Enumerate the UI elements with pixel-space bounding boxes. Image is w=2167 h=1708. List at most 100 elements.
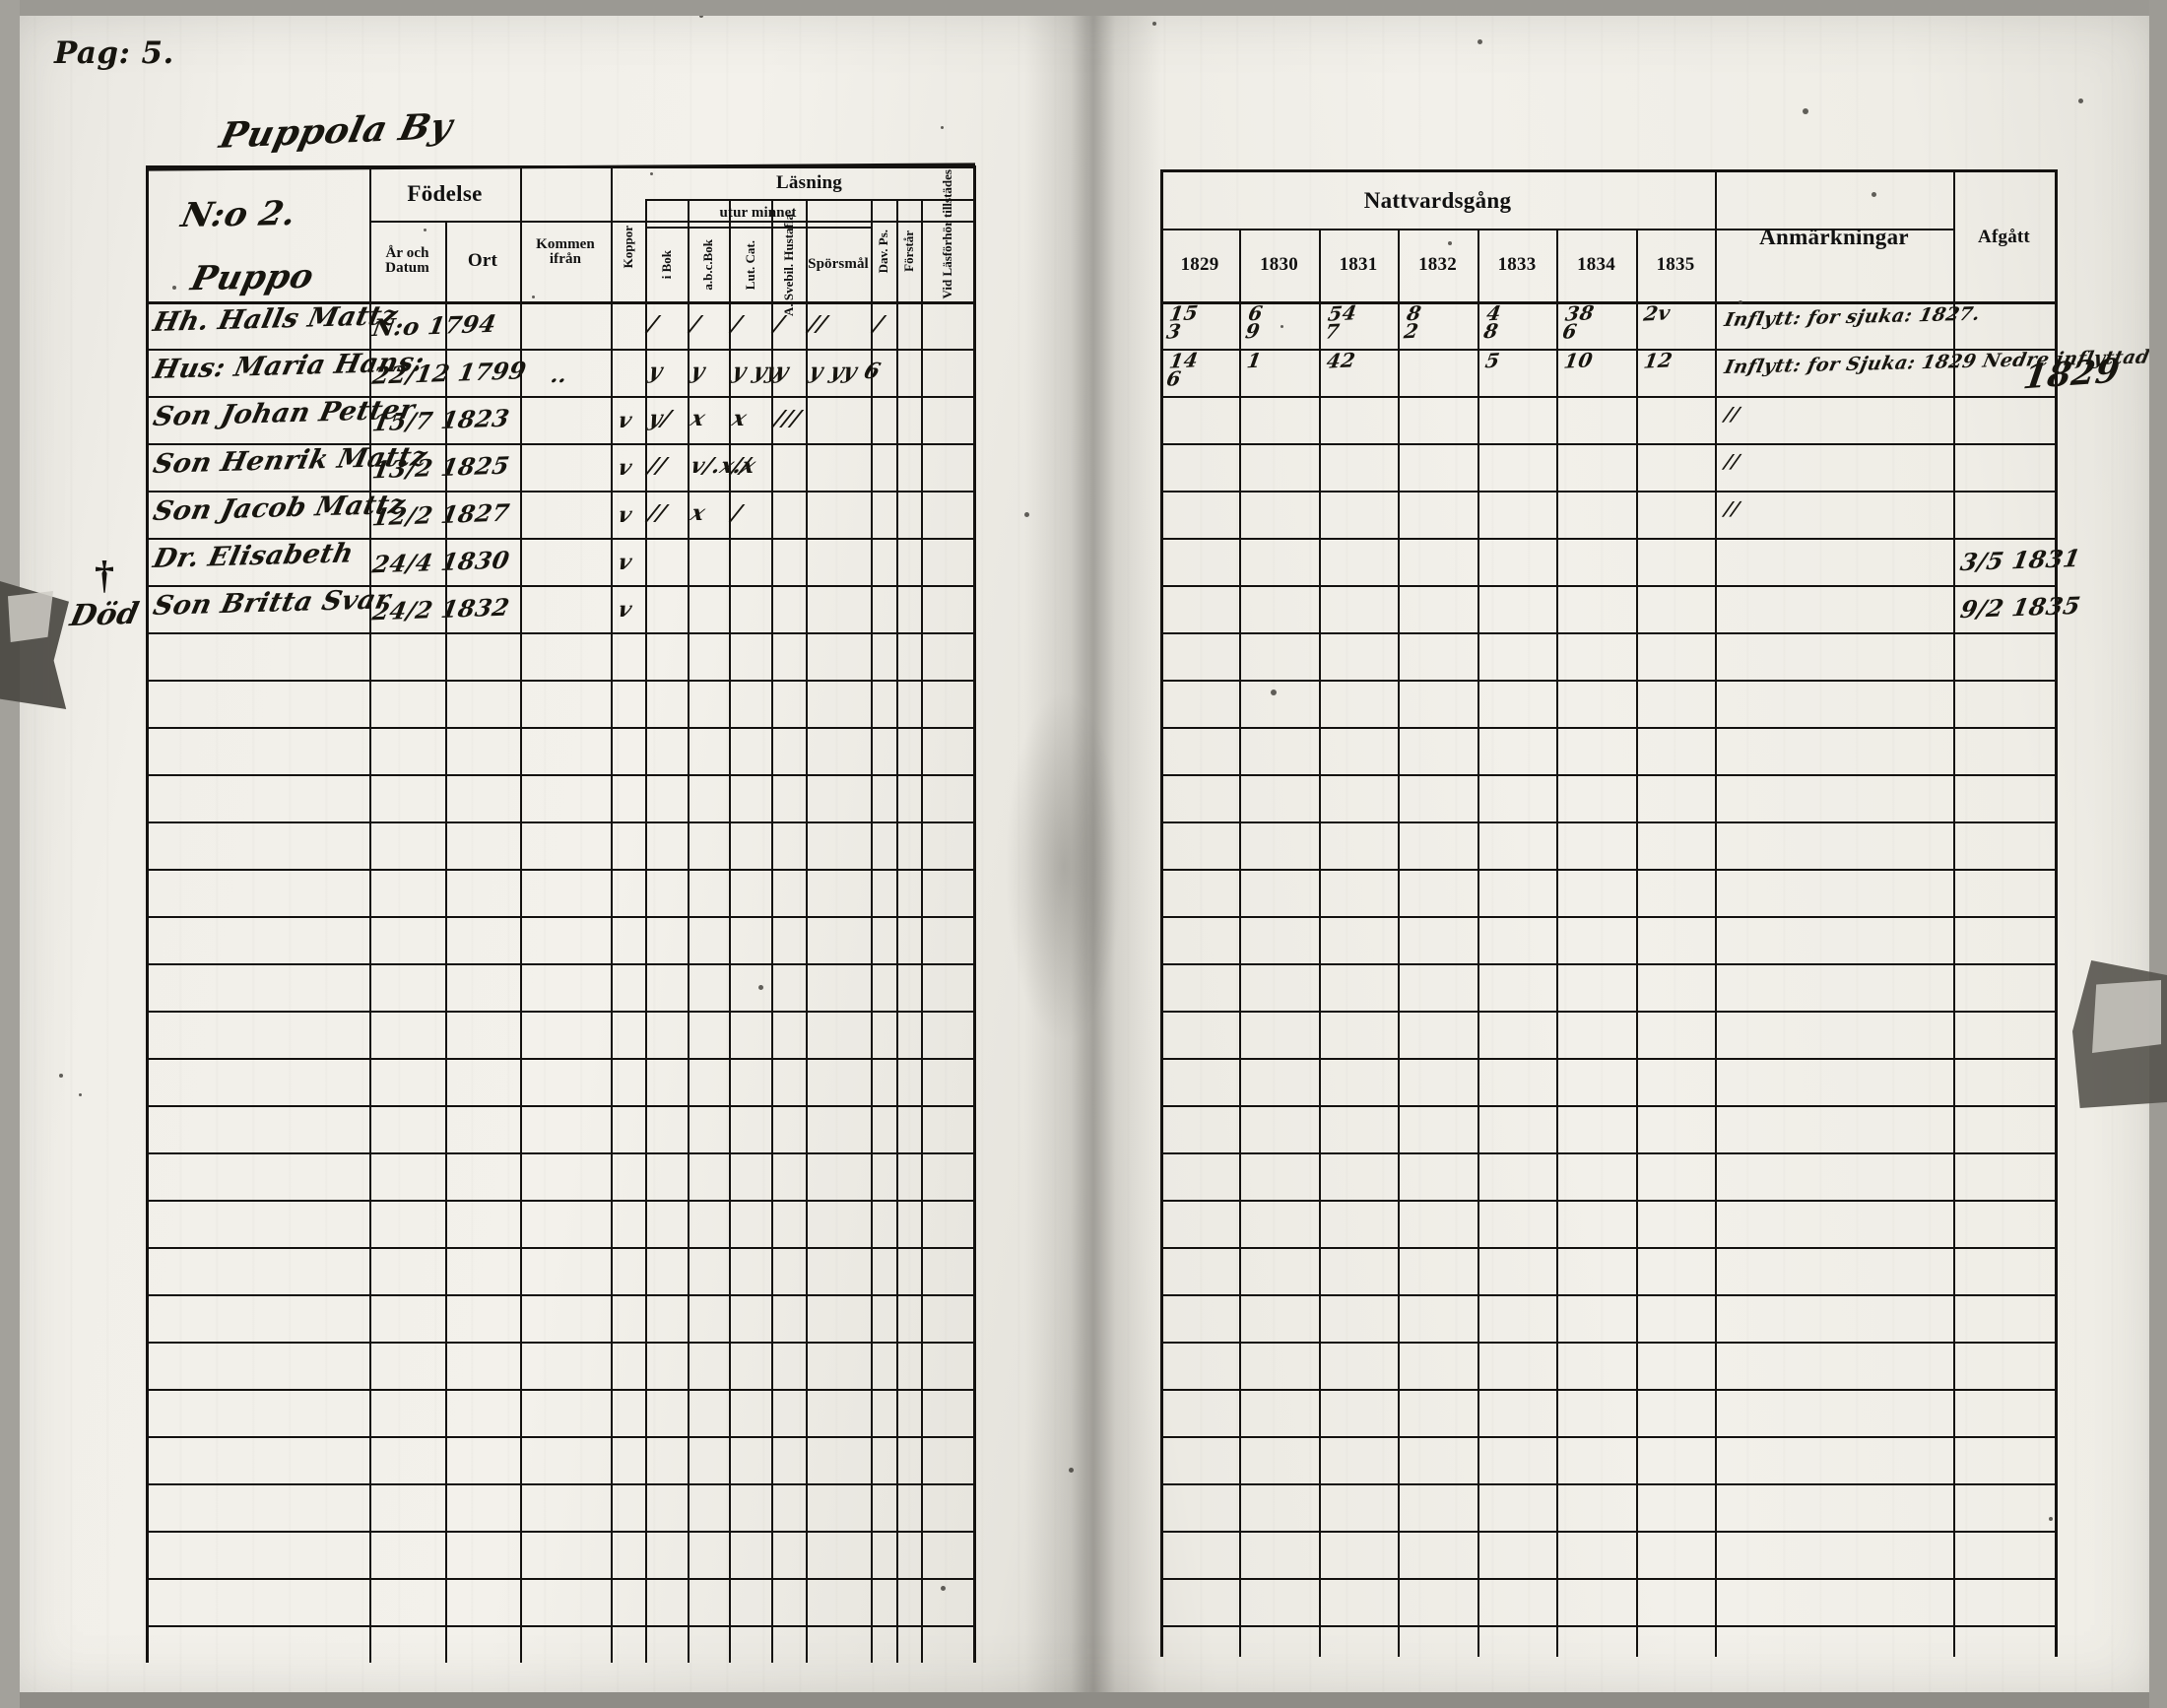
grid-vertical-rule <box>806 199 808 1663</box>
remark-entry: // <box>1722 450 1742 473</box>
entry-reading-mark: y yy 6 <box>806 359 885 384</box>
birth-group-header: Födelse <box>369 169 520 219</box>
departed-entry: 9/2 1835 <box>1958 590 2083 624</box>
communion-date-part: 12 <box>1642 348 1674 373</box>
grid-horizontal-rule <box>1160 169 2055 172</box>
entry-reading-mark: y <box>688 359 708 384</box>
remarks-header-label: Anmärkningar <box>1759 225 1909 250</box>
remark-entry: // <box>1722 403 1742 426</box>
entry-birth-date: 15/7 1823 <box>369 403 512 437</box>
catechism-header-label: Lut. Cat. <box>742 239 757 291</box>
entry-reading-mark: // <box>645 453 670 479</box>
grid-horizontal-rule <box>146 1625 973 1627</box>
grid-horizontal-rule <box>1160 349 2055 351</box>
grid-horizontal-rule <box>146 1342 973 1344</box>
entry-reading-mark: / <box>645 311 662 337</box>
grid-horizontal-rule <box>146 774 973 776</box>
grid-horizontal-rule <box>1160 1483 2055 1485</box>
entry-reading-mark: x <box>688 406 709 431</box>
communion-date-mark: 1 <box>1245 349 1263 373</box>
by-memory-group-header: utur minnet <box>645 201 871 227</box>
margin-year-note: 1829 <box>2020 351 2123 398</box>
entry-vaccination: v <box>615 408 635 433</box>
grid-horizontal-rule <box>1160 821 2055 823</box>
grid-horizontal-rule <box>146 349 973 351</box>
communion-date-part: 2v <box>1642 300 1673 326</box>
communion-date-mark <box>1561 447 1567 482</box>
entry-reading-mark: /// <box>771 406 805 431</box>
grid-horizontal-rule <box>1160 680 2055 682</box>
grid-horizontal-rule <box>146 1247 973 1249</box>
reading-group-header: Läsning <box>645 167 973 199</box>
grid-horizontal-rule <box>1160 1058 2055 1060</box>
communion-date-part: 6 <box>1164 365 1183 391</box>
grid-horizontal-rule <box>146 585 973 587</box>
grid-horizontal-rule <box>1160 1152 2055 1154</box>
communion-date-part <box>1561 414 1565 437</box>
grid-horizontal-rule <box>1160 443 2055 445</box>
communion-date-part: 2 <box>1402 318 1421 343</box>
grid-horizontal-rule <box>146 1294 973 1296</box>
grid-vertical-rule <box>1478 229 1479 1657</box>
communion-date-mark: 54 7 <box>1324 300 1359 343</box>
entry-came-from: .. <box>548 362 571 388</box>
entry-reading-mark: y <box>645 359 666 384</box>
deceased-margin-note: Död <box>66 596 143 634</box>
grid-vertical-rule <box>871 199 873 1663</box>
came-from-header: Kommen ifrån <box>520 205 611 299</box>
grid-vertical-rule <box>1556 229 1558 1657</box>
grid-horizontal-rule <box>1160 585 2055 587</box>
grid-horizontal-rule <box>645 199 973 201</box>
communion-date-mark: 10 <box>1562 348 1595 372</box>
entry-birth-date: 24/4 1830 <box>369 545 512 579</box>
communion-date-mark: 42 <box>1325 348 1357 372</box>
grid-horizontal-rule <box>1160 1011 2055 1013</box>
communion-year-header-1835-label: 1835 <box>1656 254 1695 276</box>
grid-horizontal-rule <box>146 1531 973 1533</box>
grid-horizontal-rule <box>146 1436 973 1438</box>
grid-horizontal-rule <box>146 1578 973 1580</box>
entry-birth-date: N:o 1794 <box>370 308 499 343</box>
grid-vertical-rule <box>645 199 647 1663</box>
grid-vertical-rule <box>611 165 613 1663</box>
entry-reading-mark: / <box>871 311 887 337</box>
grid-vertical-rule <box>1239 229 1241 1657</box>
grid-horizontal-rule <box>146 538 973 540</box>
entry-reading-mark: x <box>729 406 751 431</box>
entry-vaccination: v <box>615 597 635 623</box>
grid-horizontal-rule <box>146 443 973 445</box>
grid-horizontal-rule <box>146 396 973 398</box>
grid-horizontal-rule <box>146 869 973 871</box>
communion-year-header-1830-label: 1830 <box>1260 254 1298 276</box>
grid-vertical-rule <box>520 165 522 1663</box>
grid-horizontal-rule <box>146 963 973 965</box>
communion-year-header-1829: 1829 <box>1160 232 1239 297</box>
grid-horizontal-rule <box>146 1389 973 1391</box>
grid-horizontal-rule <box>146 821 973 823</box>
departed-entry: 3/5 1831 <box>1958 543 2083 577</box>
grid-vertical-rule <box>921 199 923 1663</box>
communion-year-header-1832: 1832 <box>1398 232 1478 297</box>
grid-vertical-rule <box>146 165 149 1663</box>
remark-entry: Inflytt: for sjuka: 1827. <box>1722 302 1983 331</box>
communion-date-part: 1 <box>1245 348 1264 373</box>
entry-birth-date: 13/2 1825 <box>369 450 512 485</box>
in-book-header-label: i Bok <box>658 250 674 280</box>
entry-reading-mark: y/ <box>645 406 675 431</box>
grid-horizontal-rule <box>1160 869 2055 871</box>
in-book-header: i Bok <box>645 229 688 301</box>
entry-reading-mark: / <box>729 500 746 526</box>
grid-horizontal-rule <box>1160 1342 2055 1344</box>
abc-book-header-label: a.b.c.Bok <box>700 239 716 291</box>
grid-horizontal-rule <box>1160 1105 2055 1107</box>
grid-horizontal-rule <box>146 916 973 918</box>
catechism-header: Lut. Cat. <box>729 229 771 301</box>
birth-date-header: År och Datum <box>369 223 445 299</box>
grid-vertical-rule <box>771 199 773 1663</box>
entry-name: Son Britta Svar <box>150 584 394 622</box>
communion-date-mark: 14 6 <box>1164 348 1201 391</box>
grid-vertical-rule <box>688 199 690 1663</box>
grid-horizontal-rule <box>1160 301 2055 304</box>
